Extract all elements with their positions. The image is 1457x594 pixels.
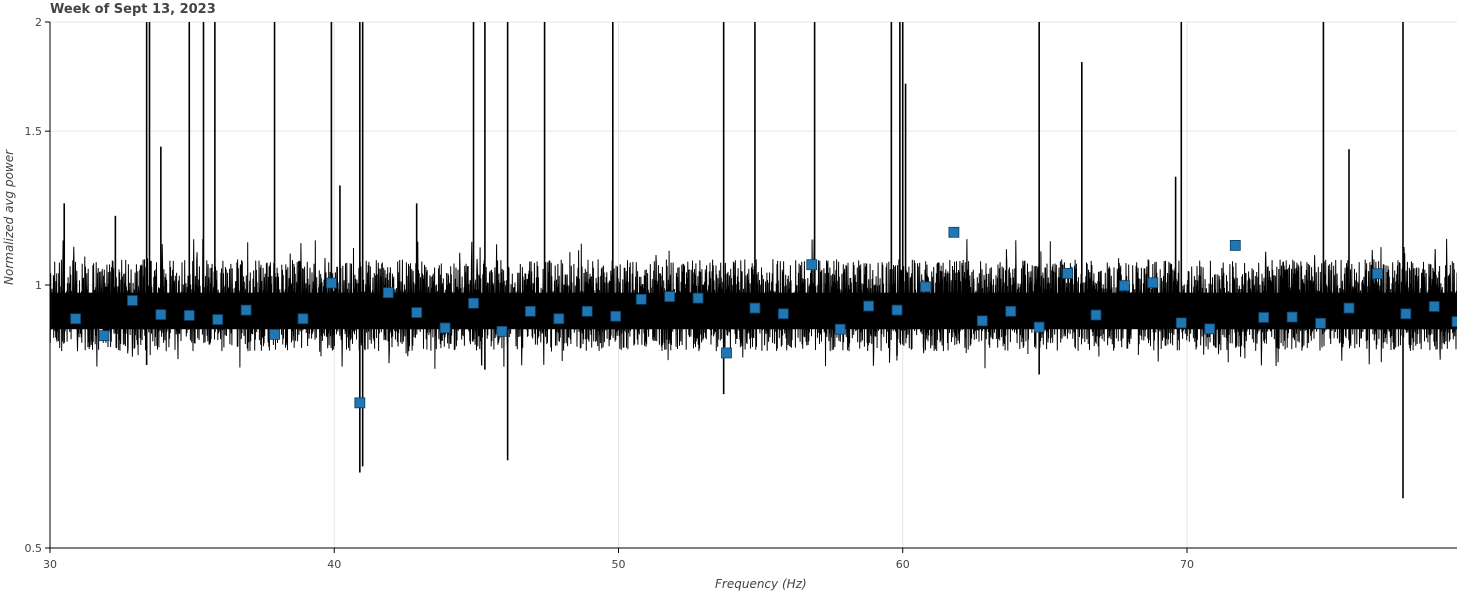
data-marker [721, 347, 732, 359]
data-marker [1119, 280, 1130, 292]
y-tick-label: 1.5 [25, 125, 43, 138]
data-marker [524, 305, 536, 317]
y-tick-label: 0.5 [25, 542, 43, 555]
axes [45, 21, 1457, 553]
data-marker [354, 397, 366, 409]
data-marker [382, 287, 394, 299]
data-marker [976, 315, 988, 327]
data-marker [664, 291, 676, 302]
data-marker [863, 300, 875, 312]
data-marker [806, 259, 818, 271]
data-marker [439, 322, 451, 334]
data-marker [297, 313, 309, 325]
data-marker [553, 313, 565, 325]
x-tick-label: 60 [896, 558, 910, 571]
data-marker [70, 313, 81, 325]
chart-title: Week of Sept 13, 2023 [50, 2, 216, 17]
data-marker [1229, 240, 1241, 251]
data-marker [777, 308, 789, 320]
data-marker [1343, 302, 1355, 314]
data-marker [1451, 316, 1457, 328]
data-marker [1090, 309, 1102, 321]
data-marker [581, 305, 593, 317]
data-marker [1372, 268, 1383, 280]
data-marker [1286, 311, 1298, 323]
data-marker [948, 226, 960, 238]
data-marker [1005, 305, 1017, 317]
data-marker [891, 304, 903, 316]
data-marker [610, 310, 622, 322]
data-marker [269, 328, 280, 340]
x-tick-label: 40 [327, 558, 341, 571]
power-trace [49, 22, 1457, 499]
y-tick-label: 2 [35, 16, 42, 29]
data-marker [1428, 301, 1440, 312]
data-marker [1033, 321, 1045, 333]
data-marker [325, 277, 337, 289]
data-marker [1147, 277, 1159, 289]
x-axis-label: Frequency (Hz) [715, 577, 807, 591]
data-marker [127, 295, 138, 306]
data-marker [155, 309, 167, 320]
data-marker [496, 325, 508, 337]
data-marker [1258, 312, 1270, 323]
data-marker [692, 292, 704, 304]
data-marker [635, 293, 647, 305]
data-marker [98, 330, 110, 342]
x-tick-label: 70 [1180, 558, 1194, 571]
tick-labels: 30 40 50 60 70 0.5 1 1.5 2 [25, 16, 1194, 571]
x-tick-label: 30 [43, 558, 57, 571]
data-marker [1062, 268, 1073, 279]
data-marker [1400, 308, 1412, 320]
data-marker [183, 310, 195, 321]
data-marker [1204, 323, 1216, 335]
y-tick-label: 1 [35, 279, 42, 292]
marker-series [70, 226, 1457, 409]
data-marker [411, 307, 423, 318]
x-tick-label: 50 [611, 558, 625, 571]
data-marker [1175, 317, 1187, 329]
data-marker [468, 297, 479, 309]
data-marker [920, 281, 931, 293]
data-marker [749, 302, 761, 314]
data-marker [240, 304, 252, 316]
data-marker [1315, 317, 1326, 329]
data-marker [834, 323, 846, 335]
data-marker [212, 314, 224, 325]
